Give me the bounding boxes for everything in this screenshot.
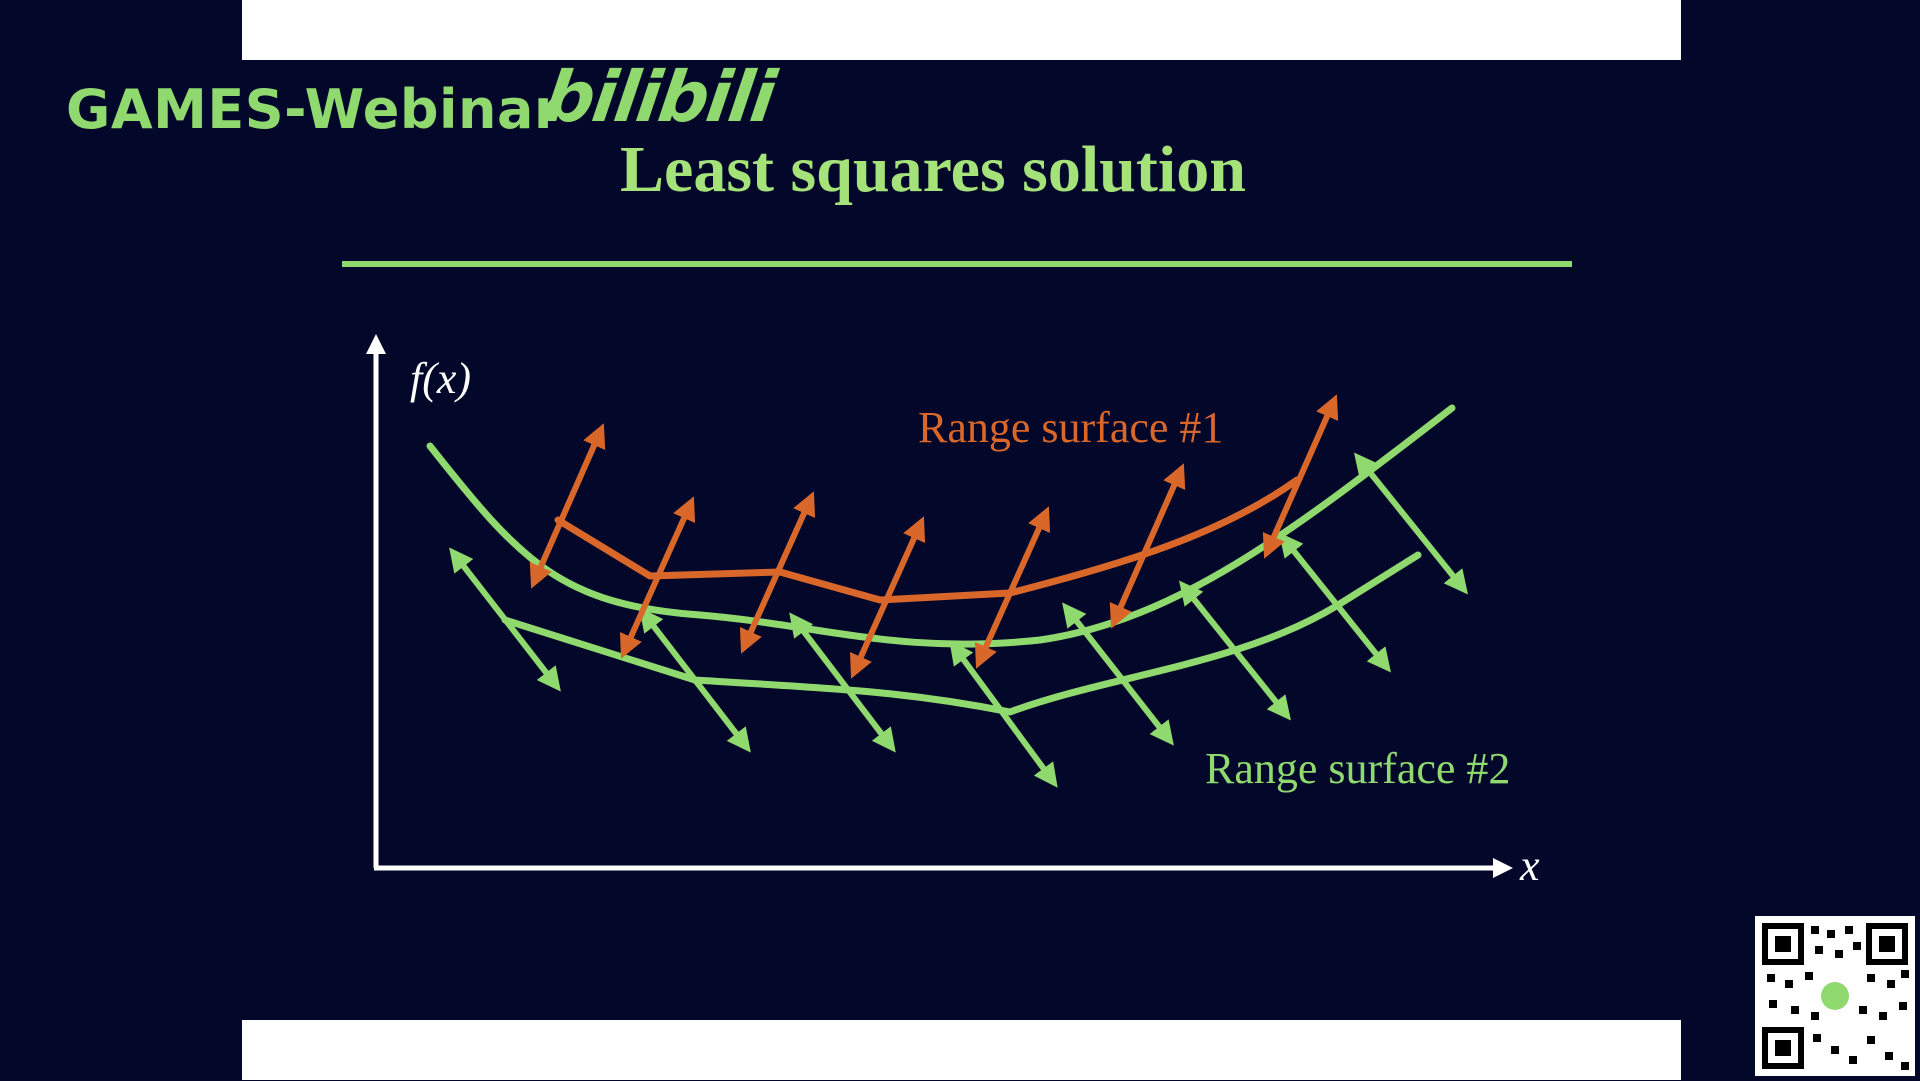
- x-axis-label: x: [1519, 841, 1540, 890]
- orange-arrow: [974, 506, 1051, 669]
- title-underline: [342, 261, 1572, 267]
- qr-code-icon: [1755, 916, 1915, 1076]
- green-arrow: [449, 547, 561, 692]
- green-arrow: [949, 640, 1058, 788]
- green-arrow: [1179, 580, 1291, 721]
- orange-arrow: [529, 423, 606, 589]
- letterbox-bottom: [242, 1020, 1681, 1080]
- slide-title: Least squares solution: [620, 133, 1246, 206]
- green-arrow: [1062, 602, 1174, 746]
- green-arrow: [1279, 532, 1391, 673]
- range-surface-2-curve: [501, 551, 1422, 716]
- range-surface-1-curve: [554, 476, 1301, 604]
- letterbox-top: [242, 0, 1681, 60]
- orange-normal-arrows: [529, 394, 1339, 679]
- orange-arrow: [619, 496, 696, 659]
- green-arrow: [1353, 452, 1469, 595]
- orange-arrow: [1262, 394, 1339, 559]
- orange-arrow: [1109, 463, 1186, 629]
- watermark-text: GAMES-Webinar: [66, 78, 562, 141]
- orange-arrow: [849, 516, 926, 679]
- range-surface-1-label: Range surface #1: [918, 403, 1223, 452]
- orange-arrow: [739, 491, 816, 654]
- green-normal-arrows: [449, 452, 1469, 788]
- y-axis-label: f(x): [410, 354, 471, 403]
- range-surface-2-label: Range surface #2: [1205, 744, 1510, 793]
